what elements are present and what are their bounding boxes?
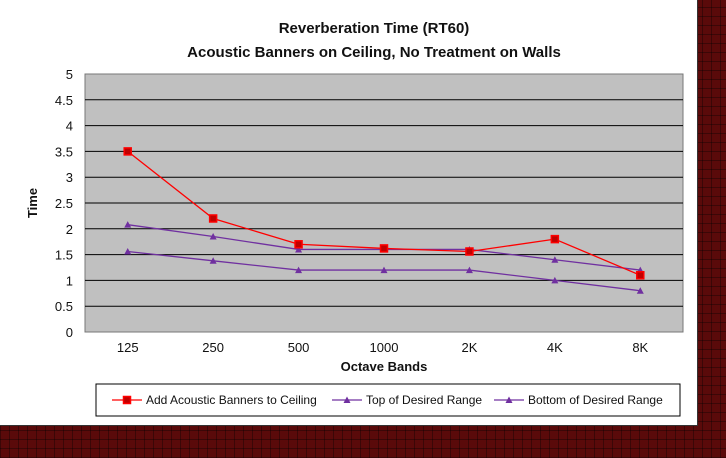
y-tick-label: 5	[66, 67, 73, 82]
data-point	[465, 247, 474, 256]
chart-subtitle: Acoustic Banners on Ceiling, No Treatmen…	[187, 44, 561, 61]
x-tick-label: 4K	[547, 340, 563, 355]
x-tick-label: 8K	[632, 340, 648, 355]
data-point	[636, 287, 644, 294]
x-tick-labels: 125 250 500 1000 2K 4K 8K	[117, 340, 649, 355]
series-group	[123, 147, 645, 294]
data-point	[294, 240, 303, 249]
y-tick-label: 4	[66, 119, 73, 134]
y-tick-label: 0.5	[55, 299, 73, 314]
legend-marker	[343, 396, 351, 403]
series-bottom-of-desired-range	[124, 248, 644, 294]
y-tick-label: 2.5	[55, 196, 73, 211]
data-point	[636, 270, 645, 280]
data-point	[380, 266, 388, 274]
chart-frame: Reverberation Time (RT60) Acoustic Banne…	[0, 0, 698, 426]
x-axis-label: Octave Bands	[341, 359, 428, 374]
data-point	[209, 257, 217, 264]
x-tick-label: 125	[117, 340, 139, 355]
data-point	[550, 234, 560, 244]
legend-label: Top of Desired Range	[366, 393, 482, 407]
legend-label: Add Acoustic Banners to Ceiling	[146, 393, 317, 407]
legend-item: Add Acoustic Banners to Ceiling	[112, 393, 317, 407]
data-point	[209, 233, 217, 240]
legend-item: Bottom of Desired Range	[494, 393, 663, 407]
data-point	[208, 214, 218, 223]
chart-title: Reverberation Time (RT60)	[279, 20, 470, 37]
y-tick-labels: 0 0.5 1 1.5 2 2.5 3 3.5 4 4.5 5	[55, 67, 73, 340]
x-tick-label: 1000	[370, 340, 399, 355]
x-tick-label: 500	[288, 340, 310, 355]
legend-item: Top of Desired Range	[332, 393, 482, 407]
data-point	[295, 266, 303, 274]
data-point	[465, 266, 473, 274]
legend-label: Bottom of Desired Range	[528, 393, 663, 407]
data-point	[124, 248, 132, 255]
legend-marker	[122, 395, 132, 405]
legend-box	[95, 383, 681, 417]
grid-lines	[85, 99, 683, 307]
y-tick-label: 1	[66, 273, 73, 288]
x-tick-label: 2K	[461, 340, 477, 355]
series-add-acoustic-banners-to-ceiling	[123, 147, 645, 280]
y-axis-label: Time	[25, 188, 40, 218]
data-point	[551, 256, 559, 263]
data-point	[379, 244, 389, 253]
y-tick-label: 3	[66, 170, 73, 185]
data-point	[295, 245, 303, 253]
y-tick-label: 4.5	[55, 93, 73, 108]
x-tick-label: 250	[202, 340, 224, 355]
data-point	[124, 221, 132, 228]
chart-svg: Reverberation Time (RT60) Acoustic Banne…	[25, 20, 684, 417]
y-tick-label: 2	[66, 222, 73, 237]
data-point	[123, 147, 132, 156]
legend-marker	[505, 396, 513, 403]
y-tick-label: 1.5	[55, 248, 73, 263]
legend: Add Acoustic Banners to Ceiling Top of De…	[112, 393, 663, 407]
y-tick-label: 3.5	[55, 144, 73, 159]
y-tick-label: 0	[66, 325, 73, 340]
data-point	[551, 276, 559, 284]
